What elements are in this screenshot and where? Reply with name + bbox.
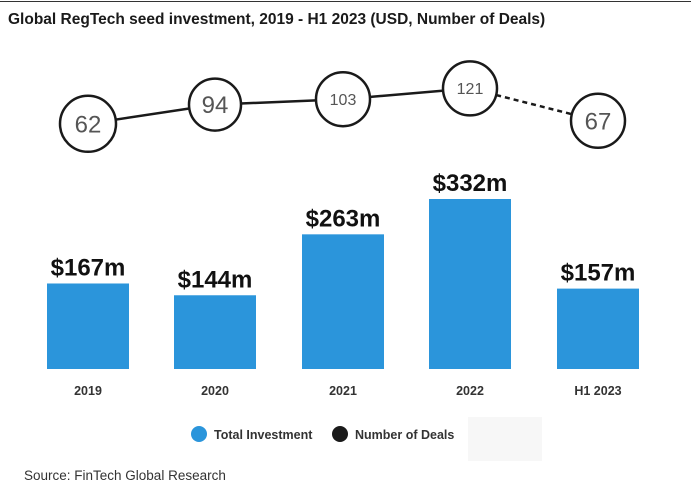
bar-value-label-0: $167m [51, 254, 126, 281]
legend-background [468, 417, 542, 461]
chart-title: Global RegTech seed investment, 2019 - H… [8, 11, 546, 28]
deals-point-4 [569, 92, 627, 150]
legend-label-total-investment: Total Investment [214, 428, 313, 442]
x-tick-label-0: 2019 [74, 384, 102, 398]
bar-value-label-4: $157m [561, 260, 636, 287]
legend: Total Investment Number of Deals [191, 426, 454, 442]
bar-3 [429, 199, 511, 369]
deals-value-label-1: 94 [202, 92, 229, 119]
deals-value-label-2: 103 [330, 92, 357, 109]
bar-2 [302, 234, 384, 369]
deals-line-group: 62 94 103 121 67 [58, 60, 627, 154]
deals-value-label-3: 121 [457, 81, 484, 98]
x-tick-label-1: 2020 [201, 384, 229, 398]
bar-value-label-2: $263m [306, 205, 381, 232]
deals-value-label-0: 62 [75, 111, 102, 138]
top-rule [0, 1, 691, 2]
deals-point-1 [187, 77, 243, 132]
deals-value-label-4: 67 [585, 108, 612, 135]
x-tick-label-3: 2022 [456, 384, 484, 398]
bar-4 [557, 288, 639, 369]
legend-marker-number-of-deals [332, 426, 348, 442]
bar-value-label-1: $144m [178, 266, 253, 293]
bar-value-label-3: $332m [433, 170, 508, 197]
bar-labels-group: $167m $144m $263m $332m $157m [51, 170, 636, 293]
x-tick-labels-group: 2019 2020 2021 2022 H1 2023 [74, 384, 622, 398]
x-tick-label-4: H1 2023 [574, 384, 621, 398]
x-tick-label-2: 2021 [329, 384, 357, 398]
legend-label-number-of-deals: Number of Deals [355, 428, 454, 442]
legend-marker-total-investment [191, 426, 207, 442]
deals-point-0 [58, 94, 118, 154]
deals-point-3 [441, 60, 499, 117]
deals-point-2 [314, 70, 372, 128]
bar-0 [47, 283, 129, 369]
source-note: Source: FinTech Global Research [24, 468, 226, 483]
bar-1 [174, 295, 256, 369]
bars-group [47, 199, 639, 369]
